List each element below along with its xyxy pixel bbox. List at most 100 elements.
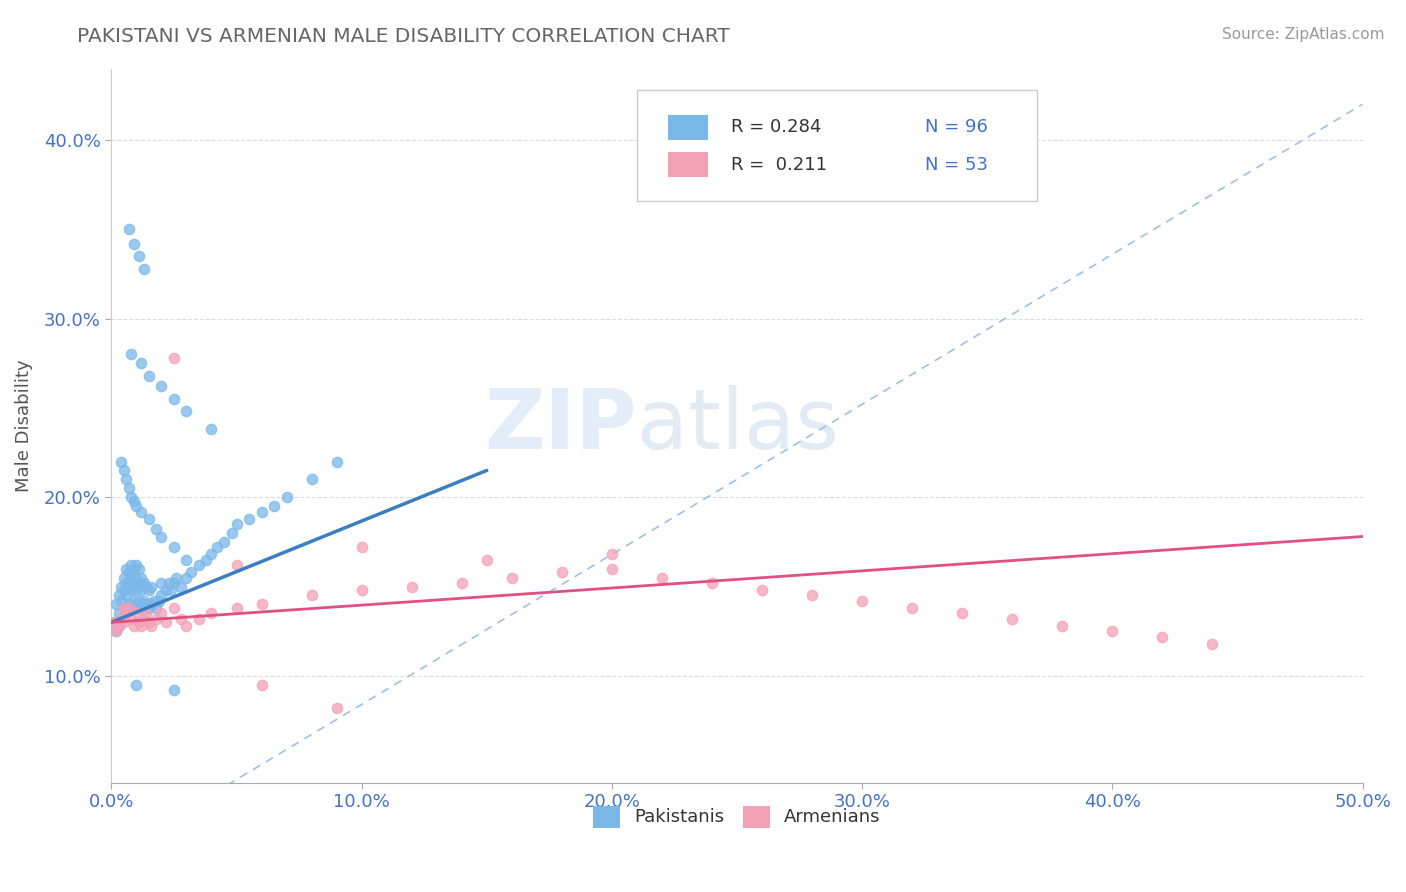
Point	[350, 541, 373, 555]
Point	[145, 601, 167, 615]
Point	[141, 598, 163, 612]
Point	[238, 511, 260, 525]
Point	[122, 619, 145, 633]
Text: R = 0.284: R = 0.284	[731, 118, 821, 136]
Text: Source: ZipAtlas.com: Source: ZipAtlas.com	[1222, 27, 1385, 42]
Point	[200, 422, 222, 436]
Point	[120, 347, 142, 361]
Point	[112, 583, 135, 598]
Point	[118, 481, 141, 495]
Point	[176, 619, 198, 633]
Text: N = 53: N = 53	[925, 156, 987, 174]
Point	[110, 454, 132, 468]
Point	[120, 583, 142, 598]
Point	[118, 222, 141, 236]
Point	[131, 619, 153, 633]
Point	[131, 583, 153, 598]
Point	[120, 571, 142, 585]
Point	[120, 601, 142, 615]
Point	[205, 541, 228, 555]
Y-axis label: Male Disability: Male Disability	[15, 359, 32, 492]
Point	[105, 624, 128, 639]
Point	[115, 607, 138, 621]
Point	[122, 576, 145, 591]
Point	[325, 454, 347, 468]
Point	[163, 351, 186, 365]
Point	[150, 607, 173, 621]
Point	[145, 612, 167, 626]
Point	[103, 615, 125, 630]
Point	[112, 463, 135, 477]
Point	[188, 558, 211, 573]
Point	[138, 511, 160, 525]
Point	[128, 594, 150, 608]
Point	[163, 601, 186, 615]
Point	[200, 607, 222, 621]
Point	[150, 379, 173, 393]
Point	[901, 601, 924, 615]
Text: atlas: atlas	[637, 385, 838, 467]
FancyBboxPatch shape	[637, 90, 1038, 201]
Point	[195, 553, 218, 567]
Point	[135, 580, 157, 594]
Point	[125, 499, 148, 513]
Point	[276, 490, 298, 504]
Point	[118, 566, 141, 580]
Point	[110, 594, 132, 608]
Point	[160, 583, 183, 598]
Point	[112, 601, 135, 615]
Point	[115, 607, 138, 621]
Text: R =  0.211: R = 0.211	[731, 156, 827, 174]
Point	[138, 601, 160, 615]
Point	[118, 580, 141, 594]
Point	[225, 601, 247, 615]
Point	[1201, 637, 1223, 651]
Point	[105, 624, 128, 639]
Point	[150, 576, 173, 591]
Point	[141, 619, 163, 633]
Point	[125, 678, 148, 692]
Point	[163, 576, 186, 591]
Text: ZIP: ZIP	[485, 385, 637, 467]
Point	[132, 594, 155, 608]
Point	[115, 562, 138, 576]
Point	[110, 612, 132, 626]
Point	[120, 558, 142, 573]
Point	[125, 571, 148, 585]
Point	[1152, 630, 1174, 644]
Point	[801, 589, 824, 603]
Point	[301, 472, 323, 486]
Point	[163, 541, 186, 555]
Point	[122, 562, 145, 576]
Point	[142, 594, 165, 608]
Point	[301, 589, 323, 603]
Point	[141, 580, 163, 594]
Point	[132, 612, 155, 626]
Point	[188, 612, 211, 626]
Point	[148, 594, 170, 608]
Point	[155, 583, 177, 598]
Point	[128, 576, 150, 591]
Point	[1001, 612, 1024, 626]
Point	[950, 607, 973, 621]
Point	[250, 678, 273, 692]
Point	[600, 548, 623, 562]
Point	[110, 580, 132, 594]
Point	[128, 249, 150, 263]
Point	[176, 404, 198, 418]
Text: N = 96: N = 96	[925, 118, 987, 136]
Point	[163, 392, 186, 406]
Point	[170, 580, 193, 594]
Point	[118, 598, 141, 612]
Point	[118, 601, 141, 615]
Point	[1101, 624, 1123, 639]
Point	[135, 607, 157, 621]
Point	[401, 580, 423, 594]
Point	[166, 571, 188, 585]
Point	[132, 576, 155, 591]
Point	[176, 571, 198, 585]
Point	[600, 562, 623, 576]
Point	[225, 516, 247, 531]
Point	[120, 612, 142, 626]
Point	[180, 566, 202, 580]
